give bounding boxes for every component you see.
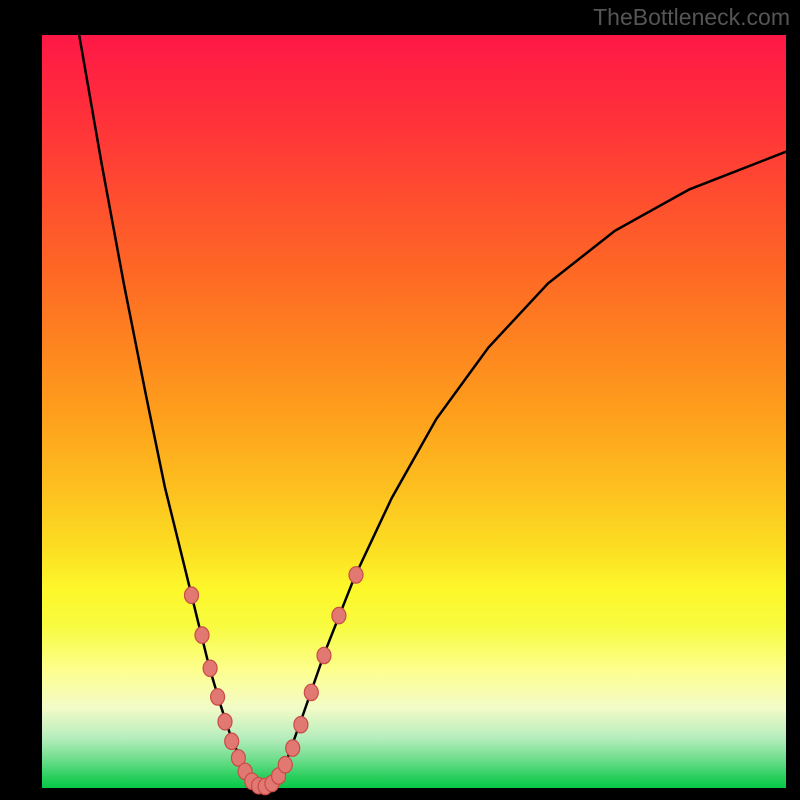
marker-dot — [278, 757, 292, 773]
chart-container: TheBottleneck.com — [0, 0, 800, 800]
marker-dot — [211, 689, 225, 705]
marker-dot — [317, 647, 331, 663]
marker-dot — [332, 607, 346, 623]
marker-dot — [185, 587, 199, 603]
marker-dot — [195, 627, 209, 643]
marker-dot — [349, 567, 363, 583]
watermark-text: TheBottleneck.com — [593, 4, 790, 31]
marker-dot — [225, 733, 239, 749]
bottleneck-curve — [79, 35, 786, 788]
marker-dot — [218, 714, 232, 730]
marker-dot — [294, 717, 308, 733]
marker-dot — [304, 684, 318, 700]
marker-dot — [203, 660, 217, 676]
chart-svg — [0, 0, 800, 800]
marker-dots — [185, 567, 364, 795]
marker-dot — [286, 740, 300, 756]
